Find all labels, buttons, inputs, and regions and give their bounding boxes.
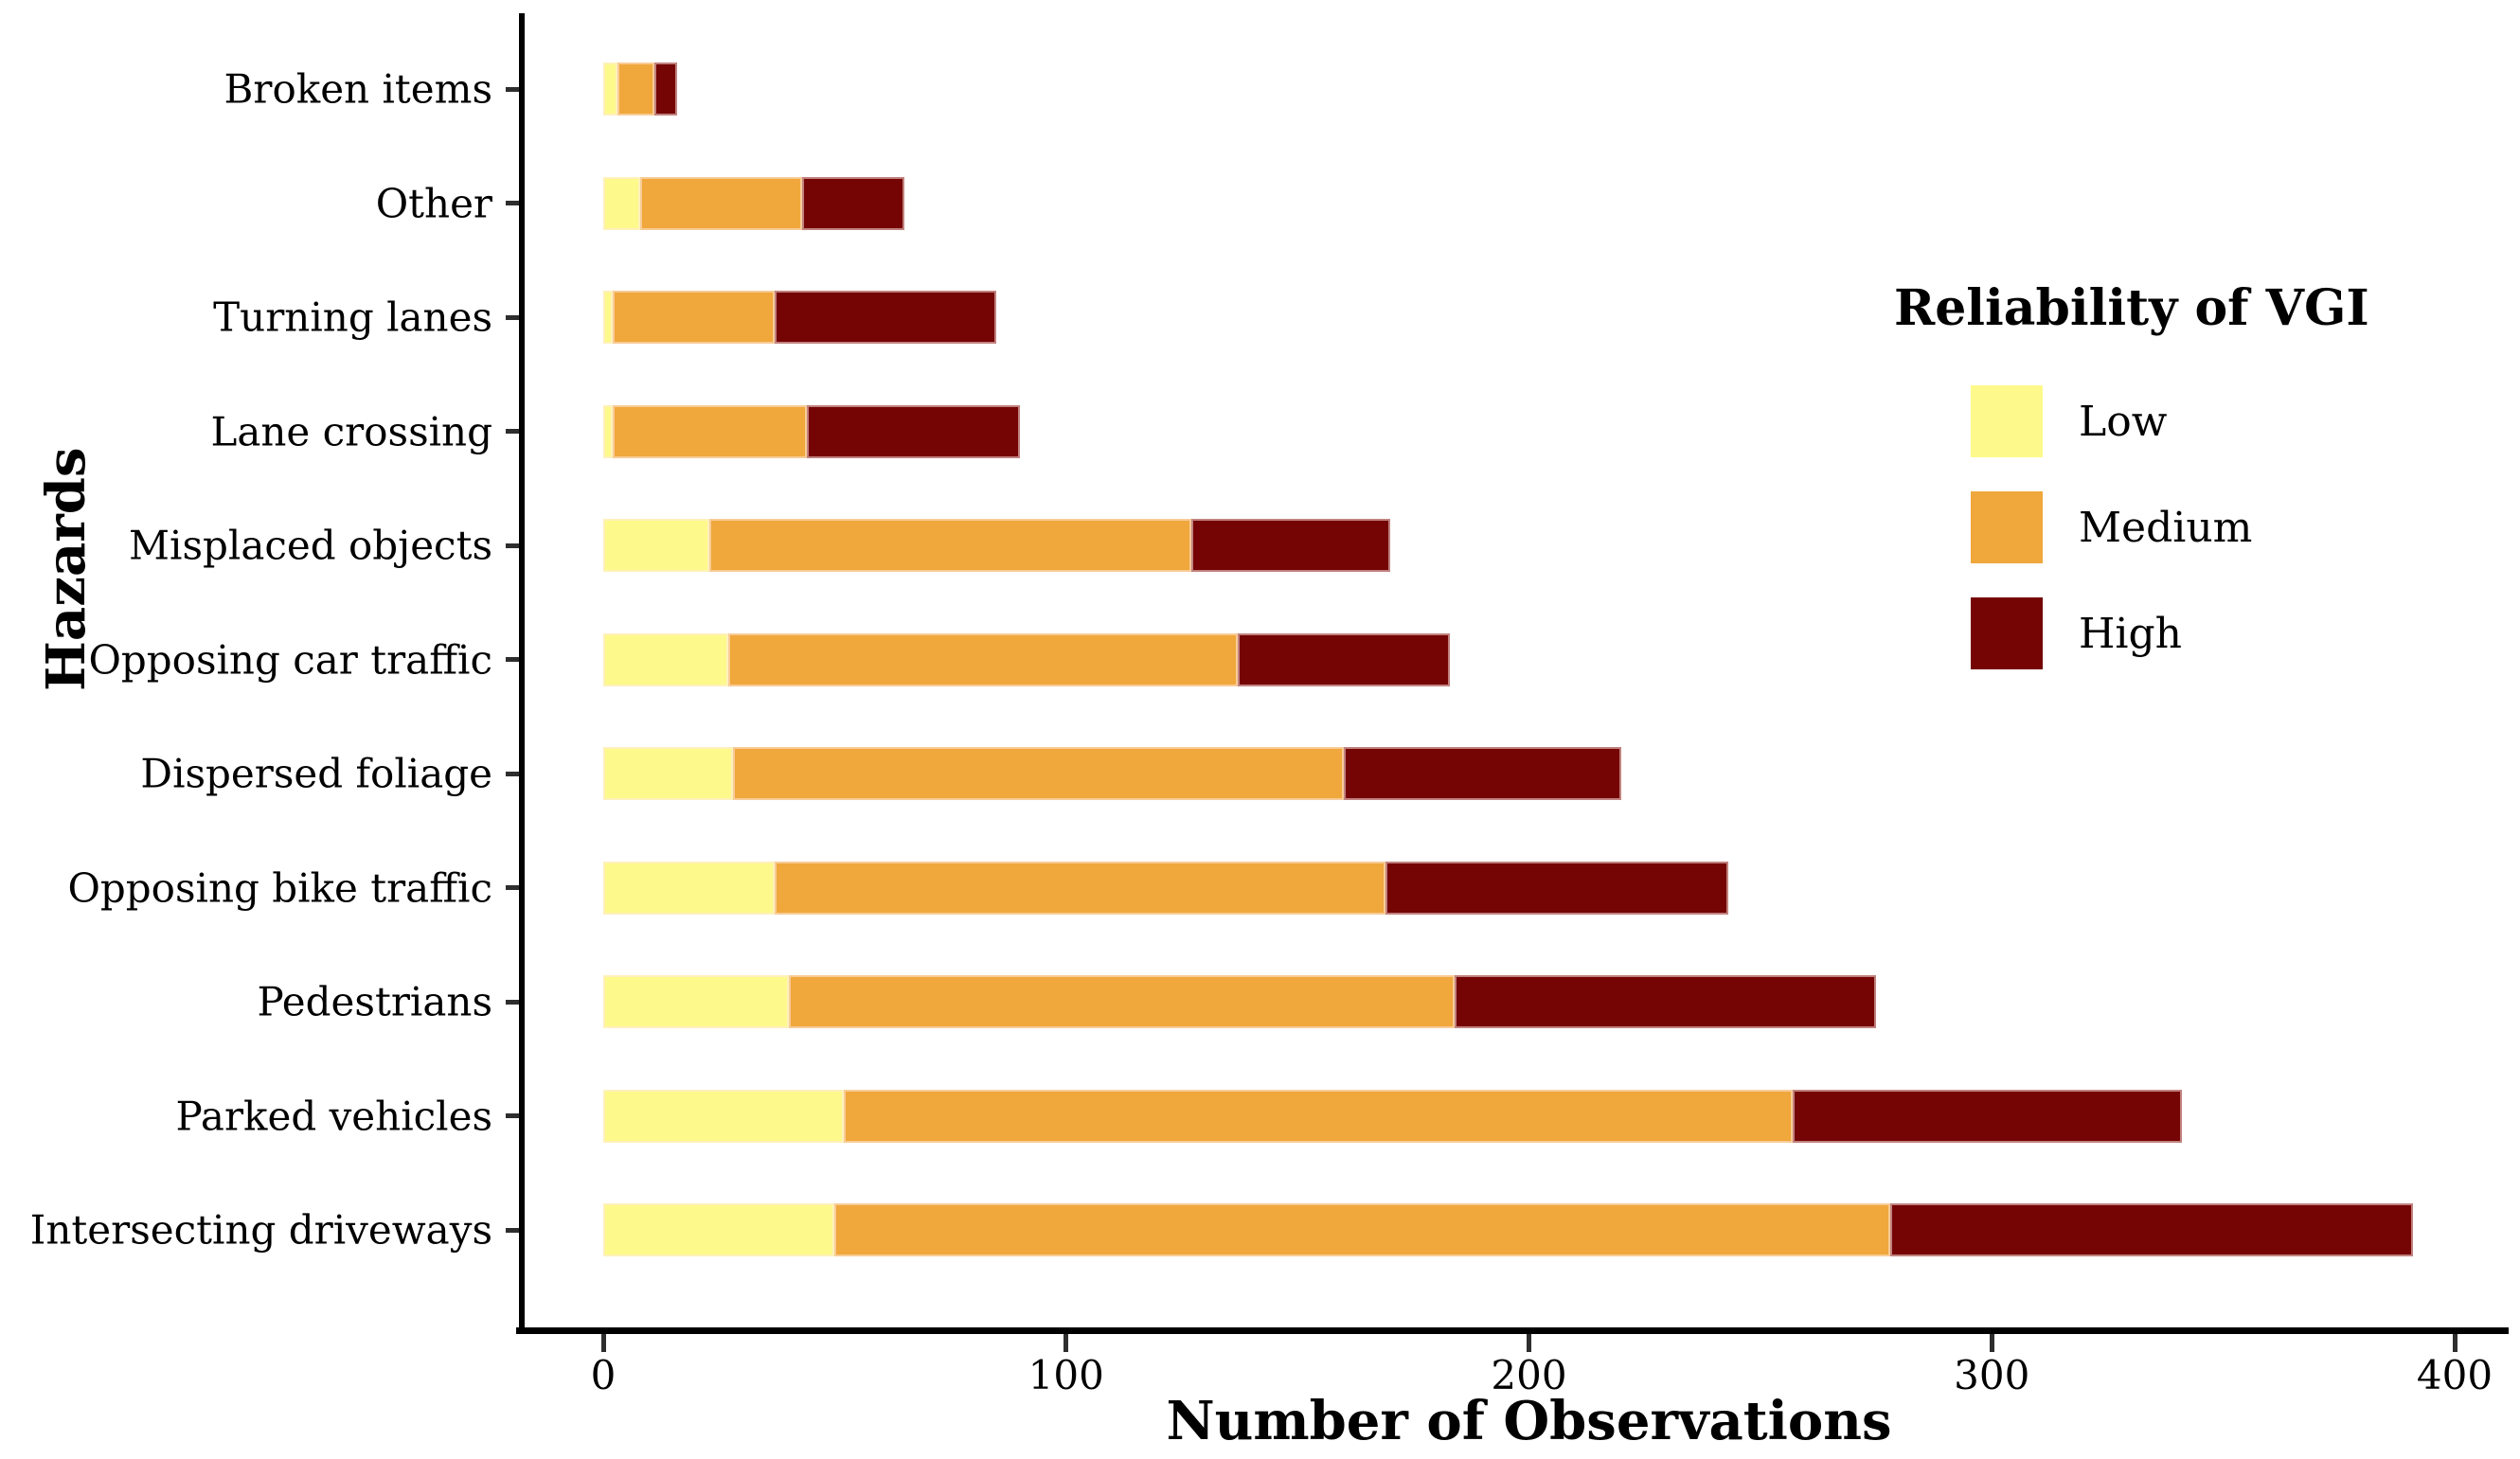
stacked-bar [603,1089,2182,1143]
y-axis-tick [506,429,522,434]
bar-segment-medium [727,632,1238,686]
category-label: Misplaced objects [129,522,492,569]
stacked-bar [603,861,1728,915]
y-axis-tick [506,1113,522,1118]
x-tick-label: 100 [1028,1352,1104,1398]
category-label: Parked vehicles [175,1093,492,1139]
x-axis-title: Number of Observations [1166,1390,1892,1452]
bar-segment-low [603,747,733,800]
bar-segment-medium [617,62,654,116]
category-label: Intersecting driveways [29,1206,492,1254]
category-label: Other [375,180,492,226]
legend-title: Reliability of VGI [1894,279,2369,337]
x-axis-line [516,1327,2509,1334]
x-axis-tick [1527,1334,1531,1352]
legend-item: Medium [1971,491,2252,563]
y-axis-line [519,13,525,1334]
bar-segment-low [603,861,775,915]
bar-segment-medium [834,1203,1890,1256]
x-tick-label: 400 [2416,1352,2493,1398]
bar-segment-low [603,291,613,344]
bar-segment-low [603,404,613,458]
x-axis-tick [2452,1334,2457,1352]
bar-segment-low [603,519,710,572]
y-axis-tick [506,86,522,92]
legend-item: Low [1971,385,2252,457]
category-label: Dispersed foliage [140,750,492,797]
category-label: Turning lanes [213,294,492,341]
bar-segment-medium [612,404,808,458]
stacked-bar [603,975,1877,1028]
stacked-bar [603,747,1622,800]
legend-items: Low Medium High [1971,385,2252,703]
bar-segment-high [1455,975,1877,1028]
x-axis-tick [1063,1334,1069,1352]
bar-segment-medium [640,176,803,230]
bar-segment-medium [709,519,1191,572]
bar-segment-high [807,404,1020,458]
y-axis-tick [506,201,522,205]
bar-segment-high [1793,1089,2182,1143]
x-axis-tick [1989,1334,1994,1352]
bar-segment-low [603,975,789,1028]
stacked-bar [603,632,1451,686]
bar-segment-medium [612,291,775,344]
category-label: Pedestrians [257,978,492,1025]
category-label: Lane crossing [210,408,492,454]
stacked-bar [603,291,997,344]
legend-swatch-low [1971,385,2043,457]
category-label: Opposing bike traffic [67,864,492,911]
legend-label: Low [2079,397,2168,446]
bar-segment-low [603,1089,845,1143]
legend-item: High [1971,597,2252,669]
bar-segment-medium [788,975,1456,1028]
y-axis-tick [506,657,522,662]
x-tick-label: 0 [590,1352,617,1398]
x-axis-tick [600,1334,606,1352]
bar-segment-medium [844,1089,1794,1143]
y-axis-tick [506,314,522,320]
bar-segment-high [653,62,678,116]
bar-segment-high [774,291,997,344]
bar-segment-high [1385,861,1728,915]
bar-segment-high [1343,747,1622,800]
bar-segment-medium [732,747,1344,800]
bar-segment-high [802,176,904,230]
y-axis-tick [506,1227,522,1233]
y-axis-tick [506,543,522,548]
bar-segment-high [1889,1203,2413,1256]
y-axis-tick [506,885,522,890]
bar-segment-high [1237,632,1451,686]
bar-segment-medium [774,861,1385,915]
bar-segment-low [603,176,641,230]
bar-segment-low [603,632,728,686]
x-tick-label: 200 [1491,1352,1567,1398]
bar-segment-high [1190,519,1390,572]
stacked-bar [603,404,1020,458]
y-axis-tick [506,999,522,1005]
category-label: Opposing car traffic [88,636,492,683]
x-tick-label: 300 [1954,1352,2030,1398]
stacked-bar [603,1203,2413,1256]
stacked-bar [603,62,678,116]
stacked-bar [603,519,1390,572]
bar-segment-low [603,62,617,116]
legend-swatch-high [1971,597,2043,669]
y-axis-tick [506,771,522,776]
bar-segment-low [603,1203,835,1256]
legend-swatch-medium [1971,491,2043,563]
category-label: Broken items [223,65,492,113]
legend-label: Medium [2079,503,2253,552]
legend-label: High [2079,609,2182,658]
stacked-bar [603,176,904,230]
